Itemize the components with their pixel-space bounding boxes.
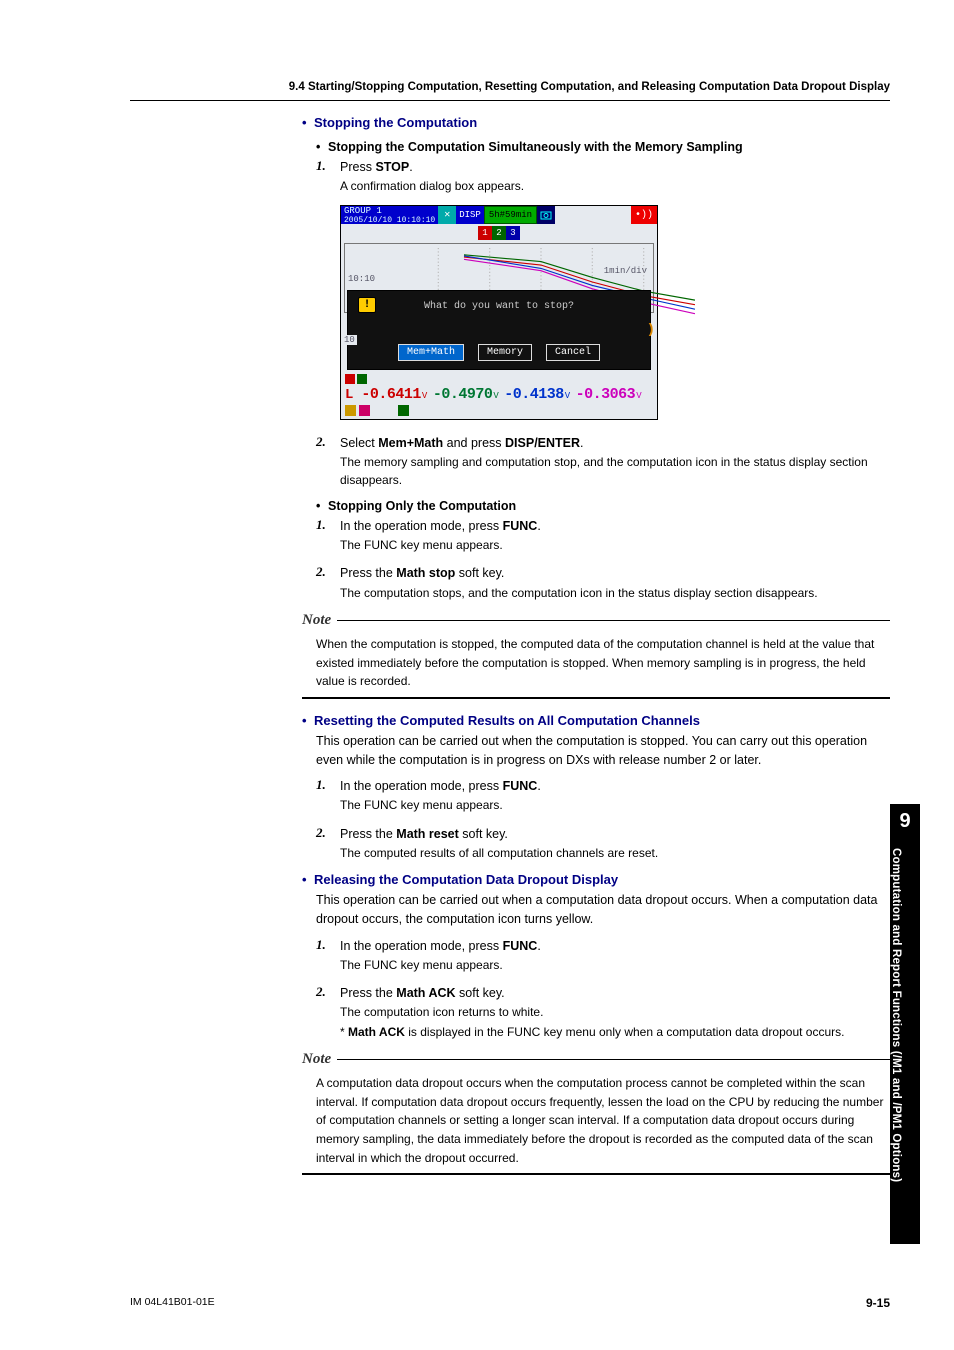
val-4: -0.3063V [576, 386, 641, 403]
step-2: 2. Select Mem+Math and press DISP/ENTER. [302, 434, 890, 452]
bi-1 [345, 405, 356, 416]
h3-stop-with-mem: Stopping the Computation Simultaneously … [302, 140, 890, 154]
stop-dialog: ! What do you want to stop? 10 Mem+Math … [347, 290, 651, 370]
kw-mathack: Math ACK [396, 986, 455, 1000]
kw-dispenter: DISP/ENTER [505, 436, 580, 450]
tab-3: 3 [506, 226, 520, 240]
step-2b: 2. Press the Math stop soft key. [302, 564, 890, 582]
h2-stopping: Stopping the Computation [302, 115, 890, 130]
l-label: L [345, 387, 353, 403]
btn-mem-math[interactable]: Mem+Math [398, 344, 464, 361]
step-number: 2. [316, 434, 340, 452]
val-3: -0.4138V [504, 386, 569, 403]
s3-step-2: 2. Press the Math ACK soft key. [302, 984, 890, 1002]
h2-release: Releasing the Computation Data Dropout D… [302, 872, 890, 887]
legend-sq-2 [357, 374, 367, 384]
chapter-title: Computation and Report Functions (/M1 an… [890, 842, 902, 1240]
kw-func: FUNC [503, 939, 538, 953]
chart-time: 10:10 [348, 274, 375, 284]
disp-label: DISP [456, 206, 484, 224]
star-note: * Math ACK is displayed in the FUNC key … [316, 1024, 890, 1041]
step-number: 1. [316, 158, 340, 176]
value-row: L -0.6411V -0.4970V -0.4138V -0.3063V [345, 386, 653, 403]
step-1b: 1. In the operation mode, press FUNC. [302, 517, 890, 535]
bottom-icons [345, 405, 653, 416]
step-number: 1. [316, 937, 340, 955]
h2-reset: Resetting the Computed Results on All Co… [302, 713, 890, 728]
step-number: 1. [316, 517, 340, 535]
page-footer: IM 04L41B01-01E 9-15 [130, 1296, 890, 1310]
note-body: When the computation is stopped, the com… [302, 629, 890, 699]
step-sub: The computation icon returns to white. [302, 1004, 890, 1021]
legend-sq-1 [345, 374, 355, 384]
step-1: 1. Press STOP. [302, 158, 890, 176]
tab-1: 1 [478, 226, 492, 240]
alert-icon: •)) [631, 206, 657, 224]
kw-mathreset: Math reset [396, 827, 459, 841]
s2-step-2: 2. Press the Math reset soft key. [302, 825, 890, 843]
warning-icon: ! [358, 297, 376, 313]
bi-3 [398, 405, 409, 416]
note-body-2: A computation data dropout occurs when t… [302, 1068, 890, 1175]
right-indicator: ) [647, 322, 655, 338]
step-number: 2. [316, 984, 340, 1002]
note-heading: Note [302, 612, 890, 629]
kw-stop: STOP [375, 160, 409, 174]
step-sub: The computation stops, and the computati… [302, 585, 890, 602]
note-heading-2: Note [302, 1051, 890, 1068]
s2-step-1: 1. In the operation mode, press FUNC. [302, 777, 890, 795]
step-sub: The FUNC key menu appears. [302, 537, 890, 554]
header-rule [130, 100, 890, 101]
confirmation-screenshot: GROUP 12005/10/10 10:10:10 ✕ DISP 5h#59m… [340, 205, 658, 420]
dialog-question: What do you want to stop? [424, 301, 574, 312]
step-text: Press [340, 160, 375, 174]
val-2: -0.4970V [433, 386, 498, 403]
kw-mathack-star: Math ACK [348, 1025, 405, 1039]
ss-group: GROUP 12005/10/10 10:10:10 [341, 206, 438, 224]
val-1: -0.6411V [361, 386, 426, 403]
camera-icon [537, 206, 555, 224]
h3-stop-only: Stopping Only the Computation [302, 499, 890, 513]
step-number: 2. [316, 564, 340, 582]
kw-func: FUNC [503, 519, 538, 533]
chapter-number: 9 [890, 804, 920, 842]
legend-row [345, 372, 653, 386]
calc-icon: ✕ [438, 206, 456, 224]
kw-memmath: Mem+Math [378, 436, 443, 450]
step-sub: The computed results of all computation … [302, 845, 890, 862]
step-sub: The memory sampling and computation stop… [302, 454, 890, 489]
page-number: 9-15 [866, 1296, 890, 1310]
s3-step-1: 1. In the operation mode, press FUNC. [302, 937, 890, 955]
step-number: 2. [316, 825, 340, 843]
bi-2 [359, 405, 370, 416]
kw-func: FUNC [503, 779, 538, 793]
kw-mathstop: Math stop [396, 566, 455, 580]
step-sub: The FUNC key menu appears. [302, 957, 890, 974]
step-sub: A confirmation dialog box appears. [302, 178, 890, 195]
para-reset: This operation can be carried out when t… [302, 732, 890, 770]
header-title: 9.4 Starting/Stopping Computation, Reset… [130, 80, 890, 96]
para-release: This operation can be carried out when a… [302, 891, 890, 929]
ss-tabs: 1 2 3 [341, 224, 657, 240]
btn-cancel[interactable]: Cancel [546, 344, 600, 361]
doc-id: IM 04L41B01-01E [130, 1296, 215, 1310]
btn-memory[interactable]: Memory [478, 344, 532, 361]
time-badge: 5h#59min [484, 206, 537, 224]
tab-2: 2 [492, 226, 506, 240]
chapter-tab: 9 Computation and Report Functions (/M1 … [890, 804, 920, 1244]
step-sub: The FUNC key menu appears. [302, 797, 890, 814]
step-number: 1. [316, 777, 340, 795]
